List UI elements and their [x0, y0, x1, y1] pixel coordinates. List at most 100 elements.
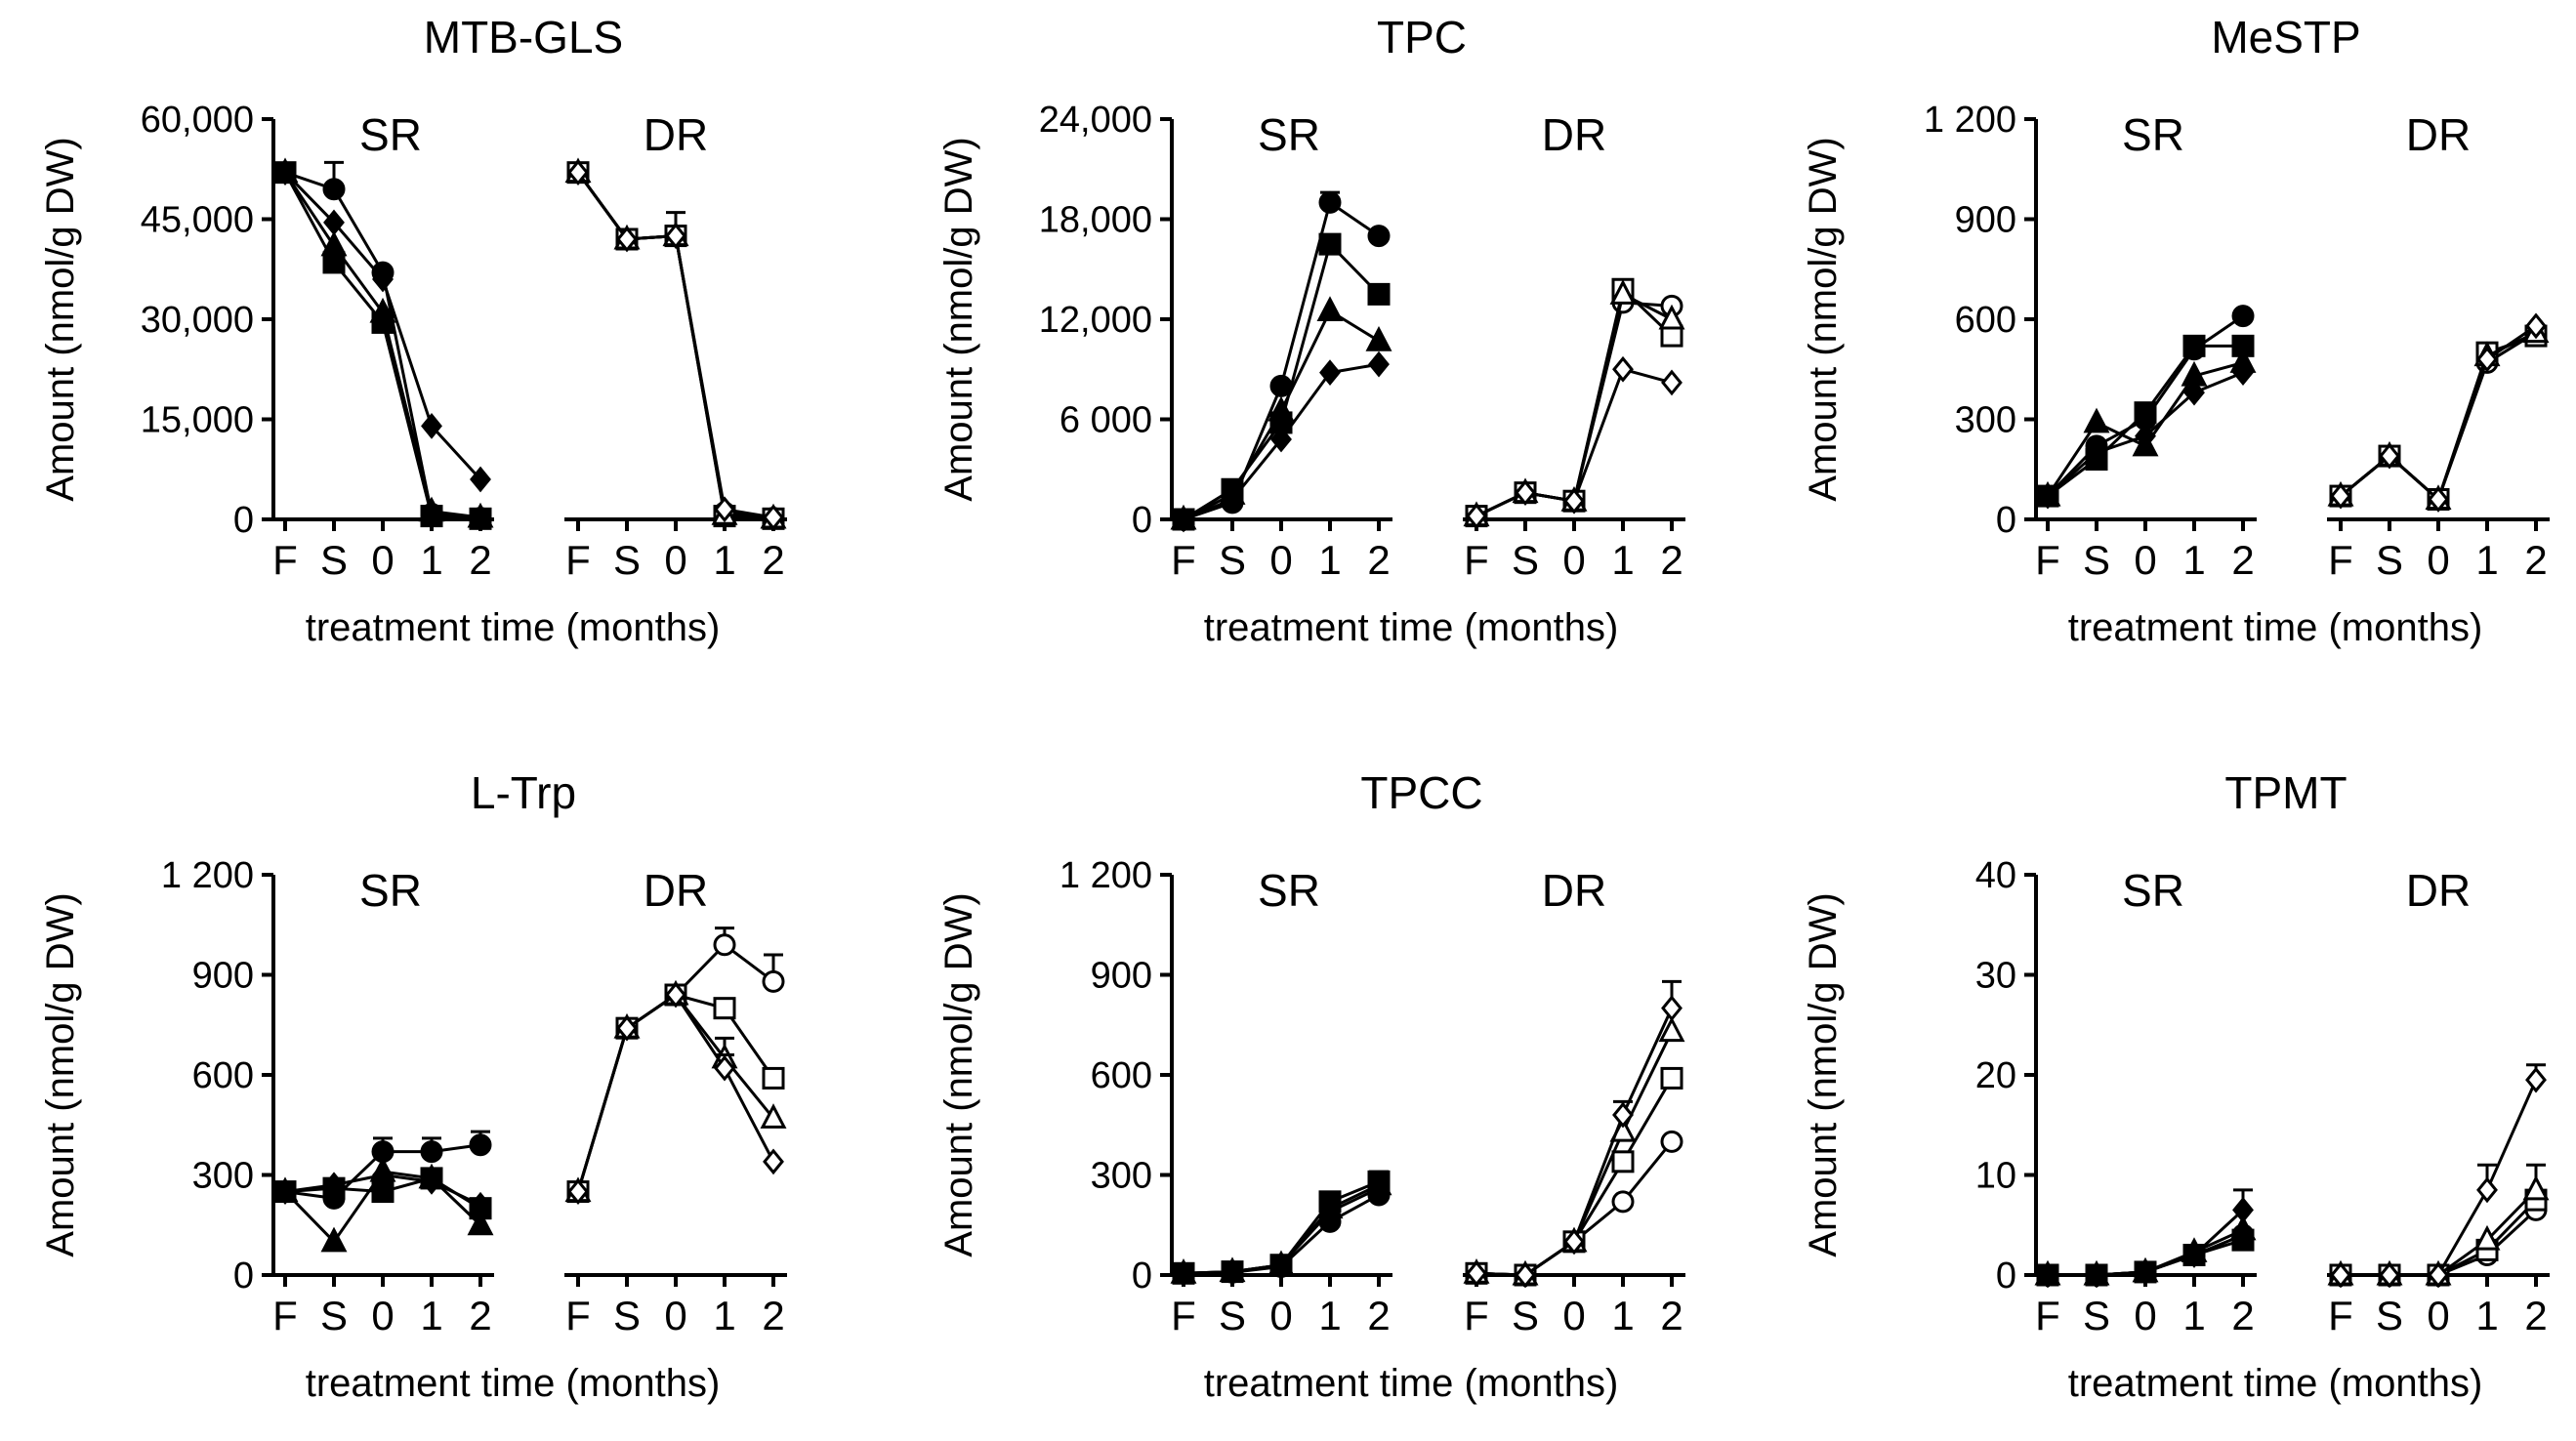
data-point-diamond [2428, 1261, 2449, 1289]
group-label: DR [1542, 865, 1606, 916]
data-point-triangle [2229, 1215, 2257, 1241]
series-diamond-open [1466, 979, 1683, 1289]
panel-mtb-gls: MTB-GLS Amount (nmol/g DW) 0 15,000 30,000 45… [39, 12, 787, 649]
y-tick-label: 15,000 [141, 400, 254, 441]
series-line [2340, 334, 2537, 503]
x-tick-label: S [2376, 537, 2403, 583]
x-tick-label: S [2083, 537, 2110, 583]
panel-title: TPC [1377, 12, 1467, 62]
data-point-diamond [1368, 350, 1390, 378]
data-point-diamond [2232, 359, 2254, 387]
data-point-diamond [2135, 423, 2156, 449]
data-point-diamond [616, 226, 638, 253]
x-tick-label: 0 [371, 537, 394, 583]
x-tick-label: F [1171, 1293, 1196, 1338]
data-point-diamond [1270, 1252, 1292, 1279]
series-square-open [566, 983, 785, 1204]
group-label: SR [1258, 865, 1320, 916]
data-point-circle [2231, 305, 2255, 328]
x-tick-label: F [1464, 537, 1489, 583]
y-tick-label: 0 [1132, 500, 1152, 541]
x-tick-label: 0 [664, 1293, 686, 1338]
data-point-circle [420, 1140, 443, 1164]
data-point-diamond [1563, 1228, 1585, 1256]
x-tick-label: 0 [2134, 537, 2156, 583]
y-tick-label: 0 [1996, 1256, 2016, 1297]
data-point-diamond [567, 159, 589, 186]
y-tick-label: 1 200 [1924, 100, 2016, 141]
data-point-square [713, 997, 736, 1020]
data-point-diamond [1319, 359, 1341, 387]
data-point-circle [1611, 1190, 1635, 1214]
group-label: SR [2122, 109, 2184, 160]
x-tick-label: 2 [1367, 537, 1390, 583]
x-tick-label: S [1512, 537, 1539, 583]
group-label: DR [644, 109, 708, 160]
data-point-triangle [467, 1210, 494, 1236]
data-point-triangle [320, 1226, 348, 1253]
x-tick-label: 2 [469, 1293, 491, 1338]
x-axis-label: treatment time (months) [2068, 606, 2483, 649]
x-tick-label: 0 [2134, 1293, 2156, 1338]
panel-tpc: TPC Amount (nmol/g DW) 0 6 000 12,000 18,000 2… [937, 12, 1685, 649]
x-tick-label: F [565, 537, 591, 583]
x-tick-label: 1 [420, 1293, 442, 1338]
series-line [2340, 331, 2537, 503]
series-circle-open [1465, 1130, 1683, 1287]
data-point-triangle [369, 297, 396, 323]
x-tick-label: S [320, 537, 348, 583]
group-dr: F S 0 1 2 DR [2327, 109, 2550, 583]
x-axis-label: treatment time (months) [306, 1362, 721, 1405]
data-point-square [762, 1066, 785, 1090]
panel-title: MTB-GLS [424, 12, 623, 62]
data-point-square [1318, 232, 1342, 256]
data-point-diamond [2330, 1261, 2351, 1289]
data-point-diamond [2183, 379, 2205, 406]
y-tick-label: 24,000 [1039, 100, 1152, 141]
y-axis-label: Amount (nmol/g DW) [39, 137, 82, 501]
x-tick-label: F [1171, 537, 1196, 583]
data-point-diamond [567, 1178, 589, 1205]
series-diamond-open [2330, 1063, 2547, 1289]
series-triangle-filled [1170, 296, 1392, 530]
x-tick-label: 2 [469, 537, 491, 583]
y-axis-label: Amount (nmol/g DW) [1802, 892, 1845, 1256]
data-point-diamond [616, 1014, 638, 1042]
data-point-diamond [470, 466, 491, 493]
group-sr: F S 0 1 2 SR [1170, 865, 1392, 1338]
x-tick-label: 2 [2524, 537, 2547, 583]
y-tick-label: 0 [233, 1256, 254, 1297]
data-point-diamond [1270, 426, 1292, 453]
x-tick-label: 1 [420, 537, 442, 583]
y-tick-label: 10 [1975, 1156, 2016, 1197]
y-axis-label: Amount (nmol/g DW) [1802, 137, 1845, 501]
x-tick-label: 2 [762, 1293, 784, 1338]
x-tick-label: 0 [2427, 537, 2449, 583]
series-circle-filled [273, 160, 492, 530]
y-tick-label: 300 [1091, 1156, 1152, 1197]
data-point-diamond [1612, 1101, 1634, 1129]
y-tick-label: 300 [1955, 400, 2016, 441]
data-point-diamond [1466, 503, 1487, 529]
y-tick-label: 40 [1975, 855, 2016, 896]
data-point-diamond [1612, 355, 1634, 383]
x-tick-label: F [2035, 537, 2060, 583]
data-point-diamond [470, 1191, 491, 1218]
data-point-diamond [372, 1162, 394, 1188]
y-tick-label: 900 [192, 956, 254, 997]
series-circle-open [566, 161, 785, 530]
data-point-diamond [1661, 369, 1683, 396]
x-tick-label: 1 [2182, 1293, 2205, 1338]
series-diamond-filled [274, 159, 491, 493]
data-point-diamond [665, 981, 686, 1009]
series-diamond-filled [274, 1162, 491, 1218]
data-point-diamond [1173, 1259, 1194, 1287]
x-tick-label: 0 [1562, 537, 1585, 583]
y-tick-label: 300 [192, 1156, 254, 1197]
y-tick-label: 600 [192, 1055, 254, 1096]
series-diamond-filled [2037, 1188, 2254, 1289]
series-line [576, 992, 775, 1193]
data-point-diamond [1563, 487, 1585, 515]
